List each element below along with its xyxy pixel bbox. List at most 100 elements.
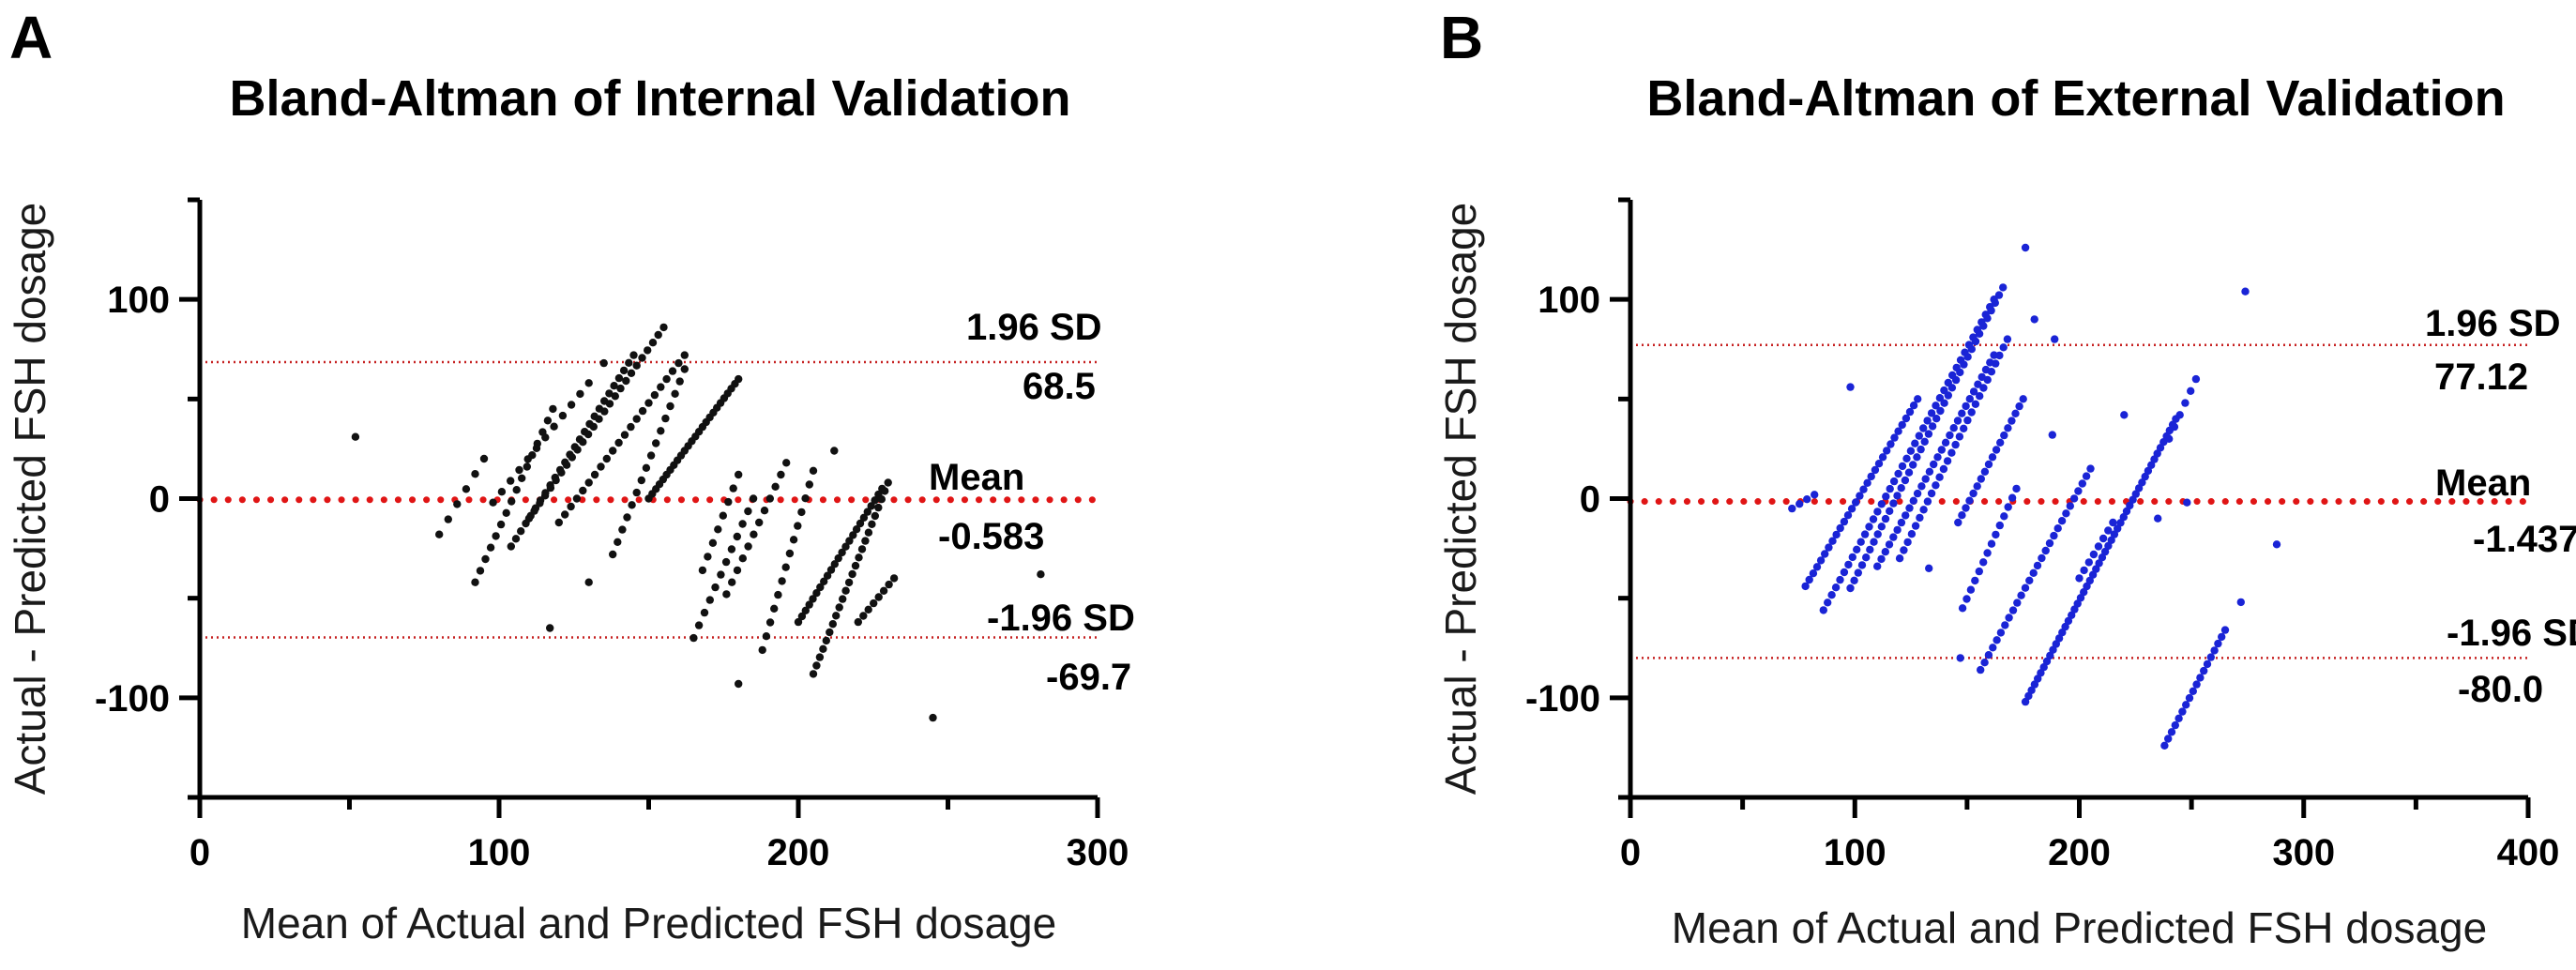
data-point [801,494,810,503]
data-point [1819,606,1828,614]
data-point [530,507,538,515]
data-point [1902,511,1910,520]
data-point [1889,533,1898,541]
data-point [659,323,668,332]
data-point [2236,598,2245,607]
data-point [719,511,727,520]
data-point [1987,539,1996,548]
data-point [841,542,850,551]
data-point [453,500,462,508]
data-point [2057,517,2067,525]
data-point [867,502,875,510]
data-point [777,470,785,479]
data-point [1859,485,1868,493]
data-point [1915,432,1923,440]
data-point [1994,291,2004,299]
data-point [1992,359,2000,368]
data-point [1984,460,1993,469]
data-point [1844,560,1853,569]
y-axis-title: Actual - Predicted FSH dosage [6,203,54,796]
panel-label: A [9,4,53,71]
data-point [1867,472,1875,481]
data-point [2114,524,2122,533]
data-point [610,382,618,390]
data-point [2038,553,2046,563]
data-point [1885,540,1894,549]
data-points [1788,243,2281,750]
data-point [2049,645,2057,654]
data-point [735,679,743,689]
data-point [765,618,775,627]
data-point [481,554,490,564]
data-point [1889,499,1898,508]
data-point [765,494,774,503]
data-point [1856,492,1864,500]
data-point [1832,530,1841,539]
data-point [471,470,479,478]
data-point [1923,417,1932,425]
data-point [1037,570,1045,579]
data-point [1927,489,1936,498]
data-point [1960,360,1968,369]
data-point [1936,406,1945,416]
data-point [744,507,752,516]
data-point [657,427,665,435]
data-point [781,563,790,571]
upper-limit-title: 1.96 SD [2425,303,2561,344]
data-point [597,462,605,471]
data-point [2220,626,2230,634]
data-point [668,367,677,375]
data-point [1947,384,1957,392]
data-point [628,501,636,509]
data-point [507,477,515,485]
data-point [2141,472,2149,481]
data-point [1928,422,1937,431]
data-point [561,510,569,519]
data-point [2001,621,2009,629]
data-point [722,590,731,599]
data-point [1881,548,1890,556]
data-point [2107,536,2115,544]
data-point [1898,420,1906,430]
data-point [1932,481,1940,490]
data-point [857,545,867,553]
data-point [2078,479,2086,488]
upper-limit-value: 68.5 [1023,366,1096,407]
data-point [1979,558,1988,567]
data-point [602,454,611,463]
data-point [2000,512,2008,521]
data-point [583,430,593,439]
data-point [1909,461,1917,469]
data-point [828,620,837,629]
data-point [929,713,937,722]
data-point [809,595,817,603]
data-point [625,358,633,367]
data-point [845,537,854,545]
data-point [1898,462,1907,471]
data-point [619,366,629,375]
data-point [2050,531,2058,540]
data-point [1796,500,1804,508]
data-point [1897,518,1906,527]
data-point [1900,546,1908,554]
data-point [680,351,689,359]
data-point [794,617,803,627]
data-point [1831,584,1841,592]
data-point [532,444,541,452]
data-point [1979,384,1988,392]
data-point [1980,659,1989,667]
data-point [1937,446,1946,454]
data-point [778,577,786,585]
data-point [2051,335,2059,343]
data-point [1923,497,1932,506]
data-point [1939,464,1948,474]
y-tick-label: 100 [1538,280,1600,321]
data-point [774,590,782,599]
data-point [536,499,544,508]
data-point [644,346,652,355]
data-point [794,522,802,530]
data-point [1905,504,1914,512]
data-point [1821,550,1829,558]
data-point [729,484,737,493]
x-tick-label: 0 [189,832,210,873]
